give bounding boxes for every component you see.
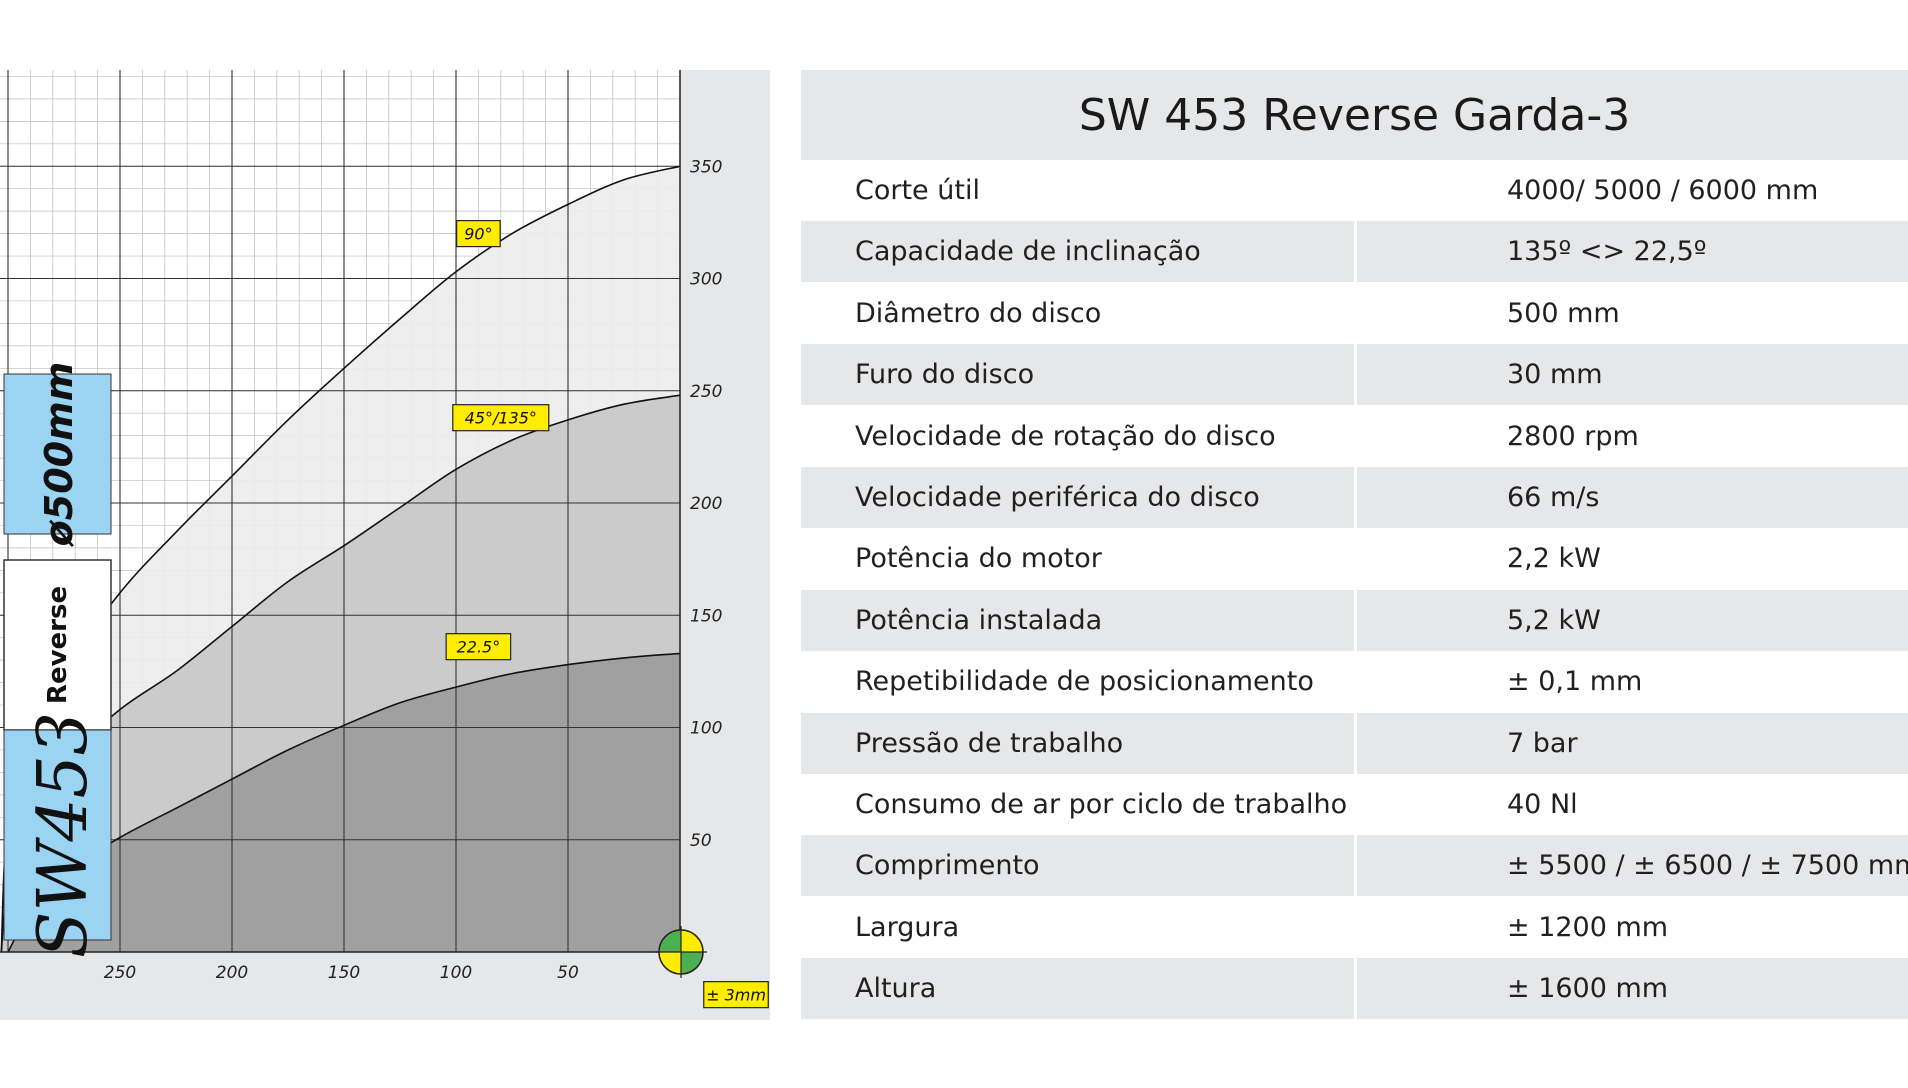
x-tick-label: 250: [104, 963, 136, 983]
spec-row-divider: [1354, 467, 1357, 528]
spec-row: Pressão de trabalho 7 bar: [801, 712, 1908, 774]
spec-value: 40 Nl: [1507, 789, 1578, 820]
spec-row-divider: [1354, 344, 1357, 406]
spec-label: Capacidade de inclinação: [855, 236, 1201, 268]
spec-value: 30 mm: [1507, 359, 1603, 391]
spec-label: Potência instalada: [855, 604, 1103, 636]
target-yellow-quadrant-2: [659, 952, 681, 974]
spec-label: Corte útil: [855, 175, 980, 206]
spec-row: Largura ± 1200 mm: [801, 897, 1908, 958]
spec-row: Potência do motor 2,2 kW: [801, 528, 1908, 589]
spec-value: ± 5500 / ± 6500 / ± 7500 mm: [1507, 850, 1908, 882]
spec-value: 5,2 kW: [1507, 604, 1601, 636]
model-box: [3, 729, 112, 941]
spec-value: 500 mm: [1507, 297, 1620, 329]
spec-label: Largura: [855, 911, 960, 943]
spec-row: Comprimento ± 5500 / ± 6500 / ± 7500 mm: [801, 835, 1908, 897]
reverse-box: [3, 559, 112, 731]
origin-target-icon: [655, 926, 707, 978]
spec-row: Velocidade de rotação do disco 2800 rpm: [801, 406, 1908, 467]
angle-label-box: [445, 633, 512, 661]
spec-label: Consumo de ar por ciclo de trabalho: [855, 789, 1348, 820]
spec-row: Capacidade de inclinação 135º <> 22,5º: [801, 221, 1908, 283]
x-tick-label: 150: [328, 963, 360, 983]
x-tick-label: 100: [440, 963, 472, 983]
diameter-label: ø500mm: [37, 362, 81, 548]
chart-svg: 250 200 150 100 50 50 100 150 200 250 300 350 90° 4…: [0, 70, 770, 1020]
spec-value: 4000/ 5000 / 6000 mm: [1507, 175, 1819, 206]
spec-title: SW 453 Reverse Garda-3: [801, 70, 1908, 160]
spec-label: Velocidade periférica do disco: [855, 482, 1260, 513]
angle-label: 22.5°: [457, 638, 501, 657]
y-tick-labels: 50 100 150 200 250 300 350: [690, 157, 722, 851]
specifications-panel: SW 453 Reverse Garda-3 Corte útil 4000/ 5…: [801, 70, 1908, 1020]
x-tick-labels: 250 200 150 100 50: [104, 963, 579, 983]
spec-value: ± 0,1 mm: [1507, 666, 1643, 698]
spec-value: 2800 rpm: [1507, 420, 1639, 452]
spec-row-divider: [1354, 958, 1357, 1020]
spec-row: Diâmetro do disco 500 mm: [801, 283, 1908, 344]
spec-label: Potência do motor: [855, 543, 1102, 575]
spec-row-divider: [1354, 835, 1357, 897]
spec-value: ± 1600 mm: [1507, 973, 1669, 1005]
spec-label: Furo do disco: [855, 359, 1035, 391]
spec-row: Furo do disco 30 mm: [801, 344, 1908, 406]
y-tick-label: 350: [690, 157, 722, 177]
y-tick-label: 200: [690, 494, 722, 514]
spec-value: 135º <> 22,5º: [1507, 236, 1707, 268]
y-tick-label: 150: [690, 606, 722, 626]
y-tick-label: 50: [690, 831, 712, 851]
angle-label-box: [456, 220, 501, 248]
spec-row-divider: [1354, 589, 1357, 651]
spec-label: Altura: [855, 973, 937, 1005]
model-label: SW453: [24, 712, 103, 958]
angle-label: 90°: [464, 225, 492, 244]
spec-row: Altura ± 1600 mm: [801, 958, 1908, 1020]
angle-label: 45°/135°: [465, 409, 537, 428]
y-tick-label: 250: [690, 382, 722, 402]
target-yellow-quadrant-1: [681, 930, 703, 952]
angle-labels: 90° 45°/135° 22.5° ± 3mm: [445, 220, 769, 1009]
spec-row: Corte útil 4000/ 5000 / 6000 mm: [801, 160, 1908, 221]
spec-value: 7 bar: [1507, 727, 1578, 759]
spec-label: Comprimento: [855, 850, 1040, 882]
angle-label-box: [703, 981, 769, 1009]
spec-row: Velocidade periférica do disco 66 m/s: [801, 467, 1908, 528]
x-tick-label: 200: [216, 963, 248, 983]
spec-row: Potência instalada 5,2 kW: [801, 589, 1908, 651]
major-grid: [0, 70, 680, 952]
spec-label: Repetibilidade de posicionamento: [855, 666, 1314, 698]
spec-row-divider: [1354, 221, 1357, 283]
spec-value: 66 m/s: [1507, 482, 1600, 513]
diameter-box: [3, 373, 112, 535]
spec-row-divider: [1354, 712, 1357, 774]
spec-label: Diâmetro do disco: [855, 297, 1102, 329]
spec-row: Repetibilidade de posicionamento ± 0,1 mm: [801, 651, 1908, 712]
cutting-capacity-chart: 250 200 150 100 50 50 100 150 200 250 300 350 90° 4…: [0, 70, 770, 1020]
spec-label: Pressão de trabalho: [855, 727, 1124, 759]
y-tick-label: 100: [690, 719, 722, 739]
spec-value: 2,2 kW: [1507, 543, 1601, 575]
angle-label: ± 3mm: [706, 986, 766, 1005]
spec-value: ± 1200 mm: [1507, 911, 1669, 943]
spec-label: Velocidade de rotação do disco: [855, 420, 1276, 452]
spec-row: Consumo de ar por ciclo de trabalho 40 Nl: [801, 774, 1908, 835]
y-tick-label: 300: [690, 270, 722, 290]
reverse-label: Reverse: [43, 586, 73, 704]
angle-label-box: [452, 404, 550, 432]
x-tick-label: 50: [557, 963, 579, 983]
